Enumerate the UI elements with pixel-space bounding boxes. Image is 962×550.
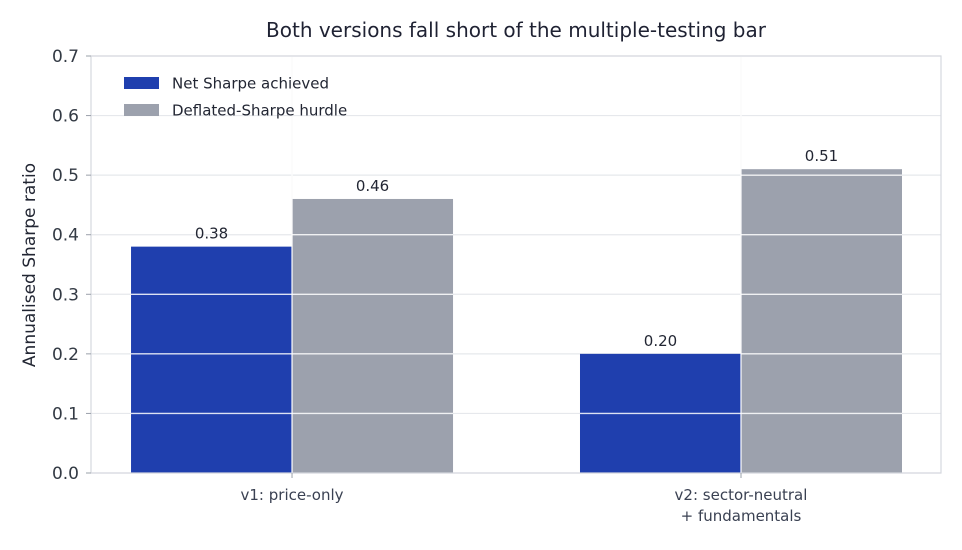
- y-tick-label: 0.7: [52, 47, 79, 67]
- x-tick-label: v1: price-only: [241, 486, 344, 504]
- bar-value-label: 0.51: [805, 147, 838, 165]
- bar-hurdle-1: [292, 198, 454, 473]
- bar-value-label: 0.38: [195, 225, 228, 243]
- x-tick-label: v2: sector-neutral: [675, 486, 808, 504]
- x-tick-label: + fundamentals: [681, 507, 802, 525]
- y-tick-label: 0.1: [52, 404, 79, 424]
- legend-swatch: [124, 77, 159, 89]
- bar-hurdle-2: [740, 169, 902, 473]
- y-tick-label: 0.5: [52, 166, 79, 186]
- y-tick-label: 0.0: [52, 464, 79, 484]
- y-tick-label: 0.4: [52, 226, 79, 246]
- y-axis-label: Annualised Sharpe ratio: [20, 163, 40, 367]
- y-tick-label: 0.3: [52, 285, 79, 305]
- chart-title: Both versions fall short of the multiple…: [266, 18, 767, 42]
- bar-value-label: 0.46: [356, 177, 389, 195]
- bar-value-labels: 0.38 0.20 0.46 0.51: [195, 147, 838, 350]
- y-tick-label: 0.2: [52, 345, 79, 365]
- bar-value-label: 0.20: [644, 332, 677, 350]
- legend-swatch: [124, 104, 159, 116]
- axes: 0.0 0.1 0.2 0.3 0.4 0.5 0.6 0.7 v1: price-only v2…: [52, 47, 942, 525]
- plot-frame: [90, 55, 942, 474]
- bar-net-sharpe-1: [131, 246, 293, 473]
- legend-label: Deflated-Sharpe hurdle: [172, 102, 347, 120]
- legend: Net Sharpe achieved Deflated-Sharpe hurdl…: [124, 75, 347, 120]
- gridlines-overlay: [131, 56, 902, 473]
- legend-label: Net Sharpe achieved: [172, 75, 329, 93]
- y-tick-label: 0.6: [52, 107, 79, 127]
